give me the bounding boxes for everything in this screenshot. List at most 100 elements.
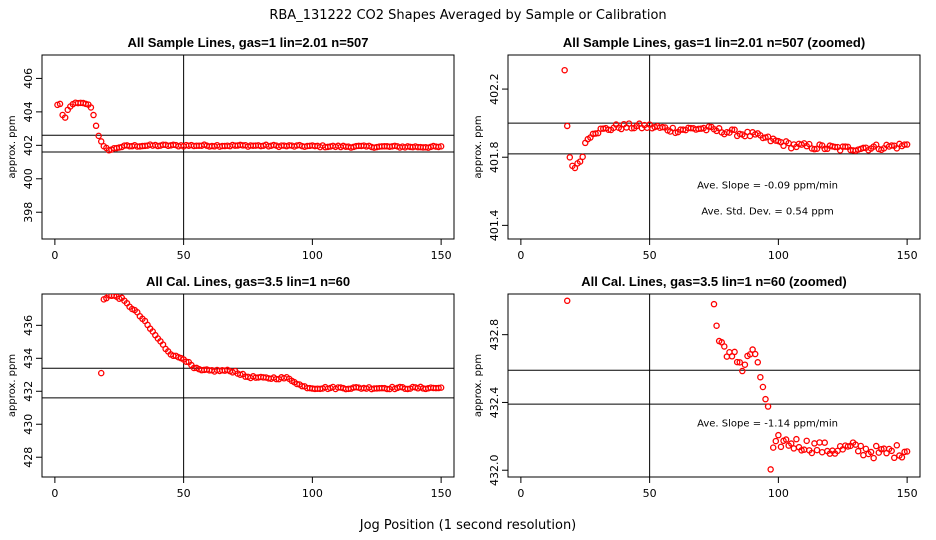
x-tick-label: 150 [897,487,918,500]
y-axis-label: approx. ppm [473,354,484,417]
data-point [857,442,865,450]
plot-frame [507,293,921,478]
data-point [764,403,772,410]
data-points [54,99,445,154]
data-point [878,445,885,453]
data-point [713,322,720,329]
panel-title: All Sample Lines, gas=1 lin=2.01 n=507 (… [563,35,865,50]
y-tick-label: 432.8 [488,319,501,351]
x-tick-label: 0 [51,249,58,262]
y-tick-label: 401.4 [488,210,501,242]
panels: All Sample Lines, gas=1 lin=2.01 n=507 0 5… [7,35,921,500]
y-tick-label: 398 [22,202,35,223]
data-point [769,444,777,451]
data-point [571,164,579,172]
data-point [854,447,862,455]
data-point [813,446,821,454]
data-point [862,445,870,453]
data-point [741,361,749,368]
data-point [437,143,445,150]
data-point [888,142,895,149]
data-point [56,100,64,108]
data-point [579,153,586,161]
data-points [97,294,445,393]
y-tick-label: 432.4 [488,387,501,419]
data-point [891,454,898,462]
data-point [901,141,908,148]
plot-frame [41,54,455,240]
data-point [903,448,911,455]
data-point [87,104,95,111]
x-tick-label: 50 [643,249,657,262]
data-points [563,297,911,473]
data-point [777,443,785,451]
panel-title: All Sample Lines, gas=1 lin=2.01 n=507 [128,35,369,50]
data-point [751,350,759,358]
data-point [733,358,741,366]
data-point [870,454,877,462]
data-point [592,130,599,137]
x-tick-label: 100 [302,249,323,262]
data-point [816,439,823,446]
x-tick-label: 100 [768,487,789,500]
data-point [782,436,790,443]
data-point [669,124,677,132]
data-point [754,359,762,366]
data-point [97,138,105,145]
data-point [293,380,301,388]
y-tick-label: 402 [22,135,35,156]
x-tick-label: 50 [177,249,191,262]
data-point [90,111,97,119]
y-tick-label: 404 [22,101,35,122]
data-point [844,443,852,450]
data-point [821,145,828,153]
annotation: Ave. Slope = -0.09 ppm/min [697,180,838,191]
data-point [563,122,571,130]
data-point [628,124,635,132]
x-tick-label: 150 [431,487,452,500]
y-axis-label: approx. ppm [7,115,18,178]
data-point [860,144,867,152]
data-point [759,383,767,391]
y-tick-label: 406 [22,68,35,89]
data-point [867,448,875,456]
data-point [893,442,901,449]
data-point [811,440,818,447]
panel-2: All Sample Lines, gas=1 lin=2.01 n=507 (… [473,35,921,262]
data-point [772,437,780,445]
data-point [903,141,911,148]
y-tick-label: 430 [22,414,35,435]
y-tick-label: 402.2 [488,73,501,105]
x-tick-label: 0 [517,249,524,262]
panel-4: All Cal. Lines, gas=3.5 lin=1 n=60 (zoom… [473,274,921,500]
x-tick-label: 100 [768,249,789,262]
main-title: RBA_131222 CO2 Shapes Averaged by Sample… [269,8,666,23]
data-point [803,437,810,445]
y-tick-label: 434 [22,348,35,369]
panel-title: All Cal. Lines, gas=3.5 lin=1 n=60 [146,274,350,289]
data-point [576,158,584,165]
data-point [705,123,713,130]
x-tick-label: 50 [177,487,191,500]
data-point [818,448,826,456]
data-point [61,114,69,121]
panel-3: All Cal. Lines, gas=3.5 lin=1 n=60 0 50 100… [7,274,455,500]
data-point [437,384,445,391]
data-point [435,384,442,392]
x-tick-label: 150 [431,249,452,262]
annotation: Ave. Slope = -1.14 ppm/min [697,419,838,430]
data-point [790,445,798,452]
data-point [566,154,574,161]
y-tick-label: 400 [22,168,35,189]
x-tick-label: 0 [517,487,524,500]
data-point [793,435,800,443]
data-point [659,123,666,131]
data-point [775,431,782,439]
data-point [808,449,816,457]
data-point [625,120,633,127]
data-point [811,145,818,153]
data-point [563,297,571,305]
data-point [901,448,908,456]
data-point [860,451,867,459]
